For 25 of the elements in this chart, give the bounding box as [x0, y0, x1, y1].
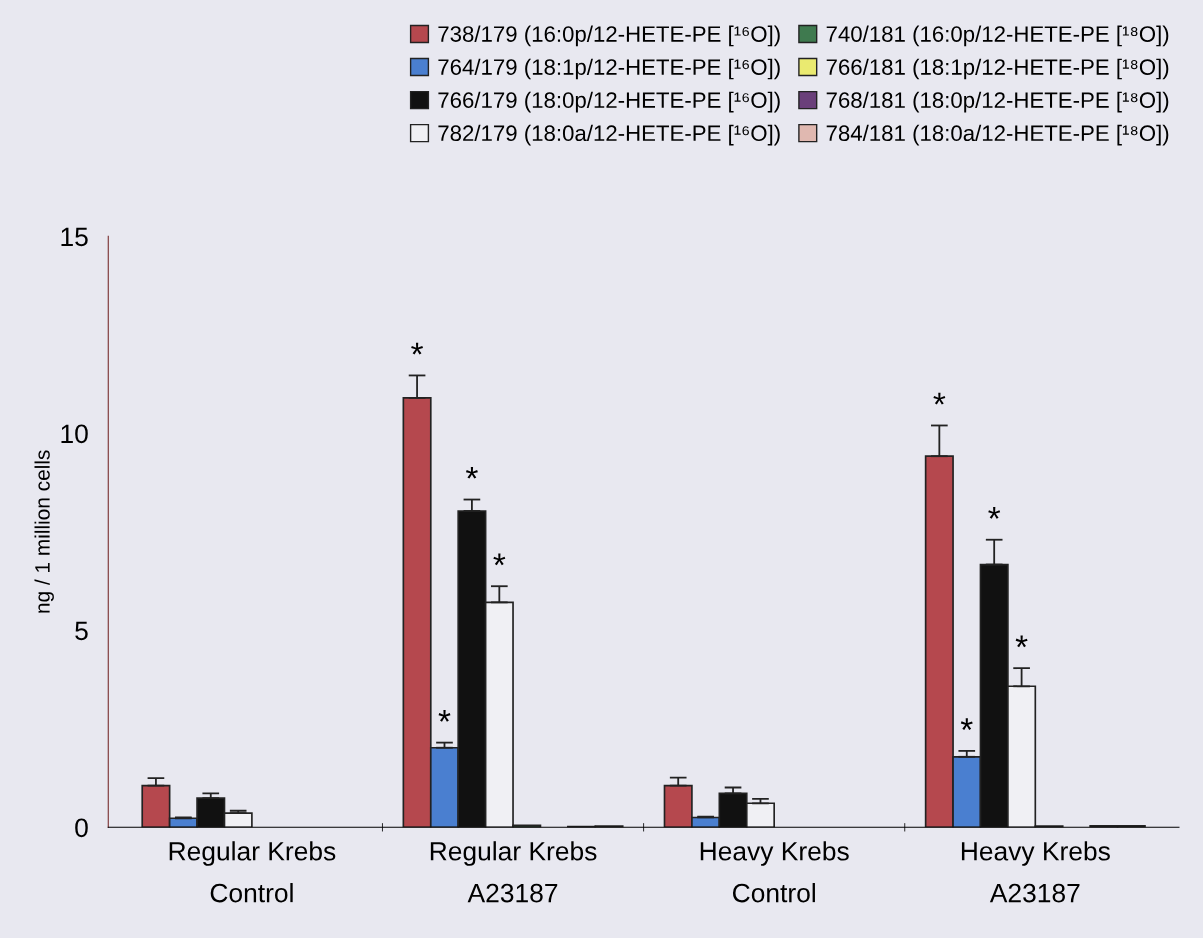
data-label: * [988, 507, 1001, 519]
x-tick-label: Heavy Krebs Control [700, 841, 849, 903]
legend-label: 766/181 (18:1p/12-HETE-PE [¹⁸O]) [826, 58, 1169, 80]
y-axis-title: ng / 1 million cells [34, 450, 54, 613]
y-tick-label: 5 [75, 621, 88, 641]
legend-label: 764/179 (18:1p/12-HETE-PE [¹⁶O]) [438, 58, 780, 80]
legend-label: 740/181 (16:0p/12-HETE-PE [¹⁸O]) [826, 25, 1169, 47]
legend-label: 784/181 (18:0a/12-HETE-PE [¹⁸O]) [826, 124, 1169, 146]
x-tick-label: Heavy Krebs A23187 [961, 841, 1110, 903]
legend-label: 766/179 (18:0p/12-HETE-PE [¹⁶O]) [438, 91, 780, 113]
legend-label: 768/181 (18:0p/12-HETE-PE [¹⁸O]) [826, 91, 1169, 113]
data-label: * [960, 718, 973, 730]
x-tick-label: Regular Krebs Control [169, 841, 336, 903]
legend-label: 738/179 (16:0p/12-HETE-PE [¹⁶O]) [438, 25, 780, 47]
y-tick-label: 0 [75, 818, 88, 838]
data-label: * [411, 342, 424, 355]
data-label: * [438, 709, 451, 722]
data-label: * [933, 392, 946, 405]
y-tick-label: 15 [61, 227, 88, 247]
legend-label: 782/179 (18:0a/12-HETE-PE [¹⁶O]) [438, 124, 780, 146]
data-label: * [1015, 635, 1028, 648]
data-label: * [493, 553, 506, 566]
x-tick-label: Regular Krebs A23187 [430, 841, 597, 903]
y-tick-label: 10 [61, 424, 88, 444]
data-label: * [465, 466, 478, 479]
